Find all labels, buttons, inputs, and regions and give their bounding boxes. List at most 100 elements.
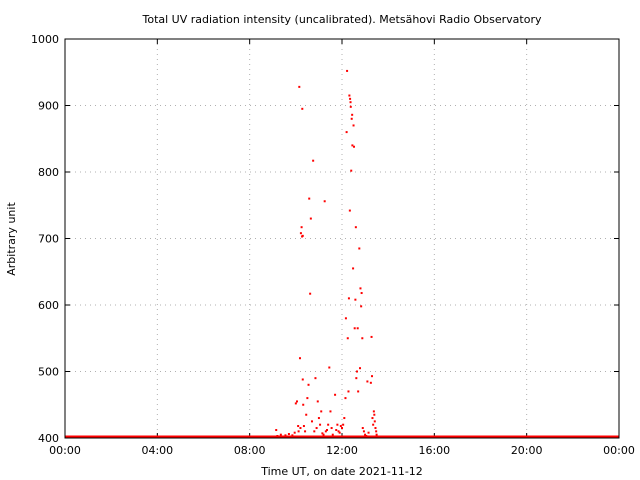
data-points [275, 69, 378, 438]
y-tick-label: 600 [38, 299, 59, 312]
data-point [349, 97, 352, 100]
data-point [352, 267, 355, 270]
data-point [329, 410, 332, 413]
y-tick-label: 900 [38, 100, 59, 113]
data-point [347, 297, 350, 300]
data-point [371, 417, 374, 420]
data-point [369, 381, 372, 384]
data-point [275, 429, 278, 432]
x-tick-label: 00:00 [49, 444, 81, 457]
data-point [325, 429, 328, 432]
data-point [295, 400, 298, 403]
data-point [316, 400, 319, 403]
y-tick-label: 700 [38, 233, 59, 246]
data-point [352, 124, 355, 127]
data-point [349, 105, 352, 108]
data-point [360, 305, 363, 308]
y-tick-label: 1000 [31, 33, 59, 46]
data-point [328, 366, 331, 369]
data-point [335, 429, 338, 432]
data-point [310, 420, 313, 423]
data-point [307, 383, 310, 386]
data-point [350, 117, 353, 120]
y-tick-label: 400 [38, 432, 59, 445]
data-point [372, 410, 375, 413]
data-point [347, 390, 350, 393]
data-point [291, 434, 294, 437]
data-point [348, 94, 351, 97]
data-point [297, 425, 300, 428]
data-point [301, 234, 304, 237]
data-point [366, 380, 369, 383]
data-point [348, 209, 351, 212]
chart-title: Total UV radiation intensity (uncalibrat… [142, 13, 542, 26]
data-point [346, 337, 349, 340]
y-tick-label: 800 [38, 166, 59, 179]
data-point [327, 423, 330, 426]
data-point [299, 232, 302, 235]
data-point [344, 397, 347, 400]
x-tick-label: 12:00 [326, 444, 358, 457]
data-point [312, 159, 315, 162]
data-point [321, 432, 324, 435]
data-point [320, 410, 323, 413]
data-point [315, 427, 318, 430]
data-point [339, 425, 342, 428]
data-point [336, 423, 339, 426]
data-point [360, 292, 363, 295]
data-point [346, 69, 349, 72]
y-tick-label: 500 [38, 366, 59, 379]
data-point [338, 431, 341, 434]
y-axis-label: Arbitrary unit [5, 202, 18, 276]
data-point [284, 434, 287, 437]
data-point [354, 226, 357, 229]
data-point [322, 433, 325, 436]
data-point [297, 430, 300, 433]
x-tick-label: 00:00 [603, 444, 635, 457]
data-point [374, 427, 377, 430]
data-point [372, 423, 375, 426]
x-tick-labels: 00:00 04:00 08:00 12:00 16:00 20:00 00:00 [49, 444, 635, 457]
data-point [341, 427, 343, 430]
data-point [294, 402, 297, 405]
data-point [313, 430, 316, 433]
data-point [342, 423, 345, 426]
data-point [304, 430, 307, 433]
data-point [299, 427, 302, 430]
x-tick-label: 16:00 [418, 444, 450, 457]
data-point [309, 217, 312, 220]
x-tick-label: 04:00 [141, 444, 173, 457]
data-point [331, 433, 334, 436]
data-point [300, 226, 303, 229]
data-point [361, 427, 364, 430]
data-point [317, 417, 320, 420]
data-point [324, 430, 327, 433]
data-point [375, 433, 378, 436]
data-point [353, 327, 356, 330]
x-tick-label: 08:00 [234, 444, 266, 457]
data-point [344, 317, 347, 320]
data-point [361, 337, 364, 340]
data-point [354, 298, 357, 301]
data-point [355, 377, 358, 380]
data-point [287, 433, 290, 436]
data-point [351, 144, 354, 147]
data-point [362, 430, 365, 433]
data-point [356, 370, 359, 373]
data-point [359, 287, 362, 290]
data-point [302, 425, 305, 428]
data-point [351, 113, 354, 116]
data-point [293, 431, 296, 434]
data-point [337, 430, 340, 433]
data-point [364, 433, 367, 436]
data-point [302, 403, 305, 406]
data-point [319, 423, 322, 426]
x-axis-label: Time UT, on date 2021-11-12 [260, 465, 423, 478]
plot-frame [64, 38, 620, 439]
data-point [373, 420, 376, 423]
data-point [350, 169, 353, 172]
data-point [371, 375, 374, 378]
data-point [301, 107, 304, 110]
data-point [334, 393, 337, 396]
